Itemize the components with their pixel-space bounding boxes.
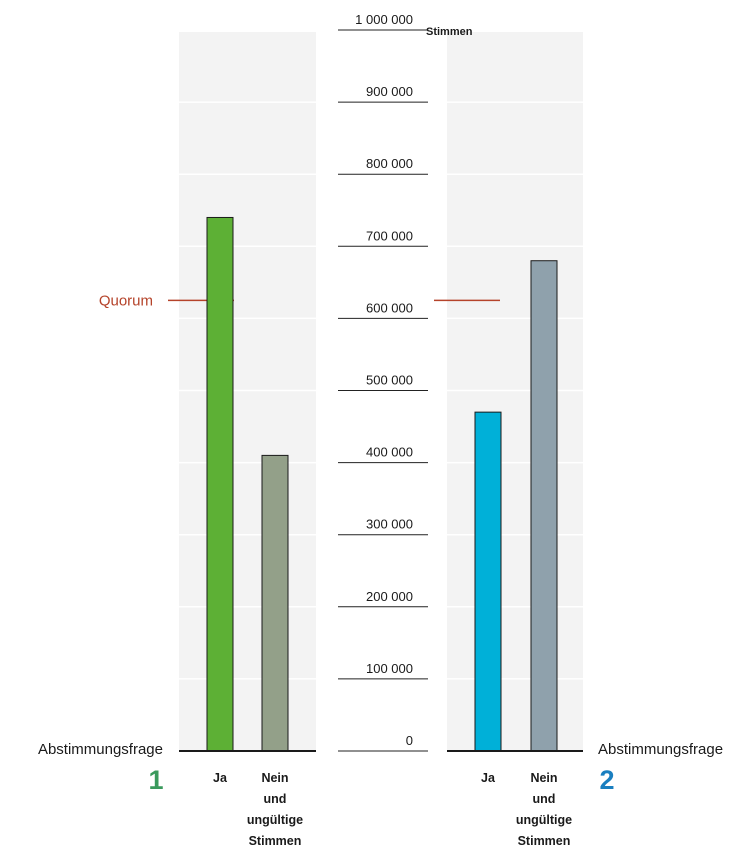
- category-label: und: [264, 792, 287, 806]
- y-tick-label: 1 000 000: [355, 12, 413, 27]
- question-label-1: Abstimmungsfrage: [38, 741, 163, 758]
- panel-background-2: [447, 32, 583, 751]
- category-label: Nein: [261, 771, 288, 785]
- y-tick-label: 800 000: [366, 156, 413, 171]
- category-label: ungültige: [516, 813, 572, 827]
- bar-q1-nein: [261, 454, 289, 752]
- category-label: und: [533, 792, 556, 806]
- y-tick-label: 700 000: [366, 228, 413, 243]
- axis-unit-label: Stimmen: [426, 26, 473, 38]
- bar-q2-ja: [474, 411, 502, 752]
- category-label: Stimmen: [518, 834, 571, 848]
- category-label: Nein: [530, 771, 557, 785]
- category-label: Ja: [481, 771, 496, 785]
- bar-q1-ja: [206, 216, 234, 752]
- question-label-2: Abstimmungsfrage: [598, 741, 723, 758]
- category-label: Stimmen: [249, 834, 302, 848]
- y-tick-label: 300 000: [366, 517, 413, 532]
- y-tick-label: 200 000: [366, 589, 413, 604]
- y-tick-label: 900 000: [366, 84, 413, 99]
- y-tick-label: 100 000: [366, 661, 413, 676]
- y-tick-label: 600 000: [366, 300, 413, 315]
- question-number-2: 2: [599, 765, 614, 795]
- y-tick-label: 0: [406, 733, 413, 748]
- quorum-label: Quorum: [99, 292, 153, 309]
- y-tick-label: 500 000: [366, 373, 413, 388]
- category-label: Ja: [213, 771, 228, 785]
- y-tick-label: 400 000: [366, 445, 413, 460]
- panel-background-1: [179, 32, 316, 751]
- category-label: ungültige: [247, 813, 303, 827]
- bar-q2-nein: [530, 260, 558, 752]
- question-number-1: 1: [148, 765, 163, 795]
